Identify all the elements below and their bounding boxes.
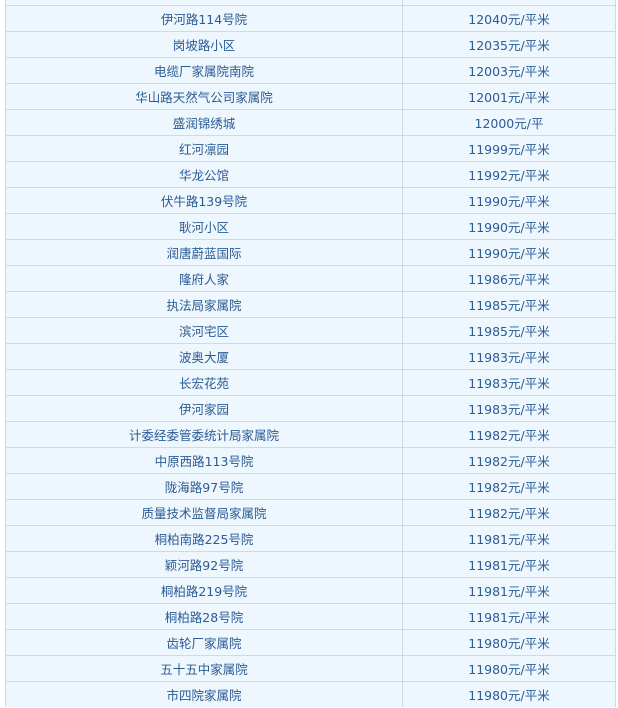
community-name-cell: 滨河宅区 <box>6 318 403 343</box>
community-name-cell: 桐柏路219号院 <box>6 578 403 603</box>
price-cell: 11982元/平米 <box>468 428 550 443</box>
price-table: 伊河路114号院 12040元/平米岗坡路小区 12035元/平米电缆厂家属院南院 1… <box>5 5 616 707</box>
price-cell: 11990元/平米 <box>468 220 550 235</box>
community-name-cell: 桐柏南路225号院 <box>6 526 403 551</box>
price-cell: 12035元/平米 <box>468 38 550 53</box>
table-row: 执法局家属院 11985元/平米 <box>6 291 615 317</box>
community-name-cell: 红河凛园 <box>6 136 403 161</box>
table-row: 桐柏路28号院 11981元/平米 <box>6 603 615 629</box>
community-name-cell: 伊河路114号院 <box>6 6 403 31</box>
community-name-cell: 五十五中家属院 <box>6 656 403 681</box>
community-name-cell: 伊河家园 <box>6 396 403 421</box>
table-row: 岗坡路小区 12035元/平米 <box>6 31 615 57</box>
table-row: 电缆厂家属院南院 12003元/平米 <box>6 57 615 83</box>
table-row: 齿轮厂家属院 11980元/平米 <box>6 629 615 655</box>
price-cell: 12003元/平米 <box>468 64 550 79</box>
table-row: 华山路天然气公司家属院 12001元/平米 <box>6 83 615 109</box>
community-name-cell: 耿河小区 <box>6 214 403 239</box>
price-cell: 11990元/平米 <box>468 194 550 209</box>
community-name-cell: 长宏花苑 <box>6 370 403 395</box>
community-name-cell: 执法局家属院 <box>6 292 403 317</box>
table-row: 陇海路97号院 11982元/平米 <box>6 473 615 499</box>
price-cell: 11985元/平米 <box>468 298 550 313</box>
table-row: 颖河路92号院 11981元/平米 <box>6 551 615 577</box>
community-name-cell: 岗坡路小区 <box>6 32 403 57</box>
community-name-cell: 润唐蔚蓝国际 <box>6 240 403 265</box>
community-name-cell: 电缆厂家属院南院 <box>6 58 403 83</box>
price-cell: 11980元/平米 <box>468 636 550 651</box>
community-name-cell: 颖河路92号院 <box>6 552 403 577</box>
community-name-cell: 桐柏路28号院 <box>6 604 403 629</box>
community-name-cell: 计委经委管委统计局家属院 <box>6 422 403 447</box>
price-cell: 11980元/平米 <box>468 688 550 703</box>
community-name-cell: 市四院家属院 <box>6 682 403 707</box>
table-row: 五十五中家属院 11980元/平米 <box>6 655 615 681</box>
price-cell: 11982元/平米 <box>468 454 550 469</box>
price-cell: 11992元/平米 <box>468 168 550 183</box>
community-name-cell: 华龙公馆 <box>6 162 403 187</box>
table-row: 桐柏南路225号院 11981元/平米 <box>6 525 615 551</box>
price-cell: 11985元/平米 <box>468 324 550 339</box>
table-row: 耿河小区 11990元/平米 <box>6 213 615 239</box>
community-name-cell: 中原西路113号院 <box>6 448 403 473</box>
table-row: 伊河路114号院 12040元/平米 <box>6 5 615 31</box>
table-row: 华龙公馆 11992元/平米 <box>6 161 615 187</box>
community-name-cell: 伏牛路139号院 <box>6 188 403 213</box>
table-row: 伏牛路139号院 11990元/平米 <box>6 187 615 213</box>
price-cell: 11981元/平米 <box>468 558 550 573</box>
table-row: 滨河宅区 11985元/平米 <box>6 317 615 343</box>
table-row: 桐柏路219号院 11981元/平米 <box>6 577 615 603</box>
price-cell: 11986元/平米 <box>468 272 550 287</box>
price-cell: 11983元/平米 <box>468 402 550 417</box>
price-cell: 11981元/平米 <box>468 584 550 599</box>
table-row: 伊河家园 11983元/平米 <box>6 395 615 421</box>
table-row: 质量技术监督局家属院 11982元/平米 <box>6 499 615 525</box>
community-name-cell: 盛润锦绣城 <box>6 110 403 135</box>
table-row: 红河凛园 11999元/平米 <box>6 135 615 161</box>
community-name-cell: 隆府人家 <box>6 266 403 291</box>
price-cell: 11982元/平米 <box>468 506 550 521</box>
table-row: 盛润锦绣城 12000元/平 <box>6 109 615 135</box>
price-cell: 11980元/平米 <box>468 662 550 677</box>
price-cell: 12001元/平米 <box>468 90 550 105</box>
table-previous-row-fragment <box>5 0 616 5</box>
table-row: 计委经委管委统计局家属院 11982元/平米 <box>6 421 615 447</box>
price-cell: 11983元/平米 <box>468 350 550 365</box>
community-name-cell: 齿轮厂家属院 <box>6 630 403 655</box>
price-cell: 11982元/平米 <box>468 480 550 495</box>
price-cell: 11981元/平米 <box>468 532 550 547</box>
table-row: 波奥大厦 11983元/平米 <box>6 343 615 369</box>
table-row: 长宏花苑 11983元/平米 <box>6 369 615 395</box>
price-cell: 11983元/平米 <box>468 376 550 391</box>
price-cell: 12040元/平米 <box>468 12 550 27</box>
table-row: 中原西路113号院 11982元/平米 <box>6 447 615 473</box>
community-name-cell: 陇海路97号院 <box>6 474 403 499</box>
community-name-cell: 波奥大厦 <box>6 344 403 369</box>
table-row: 润唐蔚蓝国际 11990元/平米 <box>6 239 615 265</box>
price-cell: 11990元/平米 <box>468 246 550 261</box>
price-cell: 11999元/平米 <box>468 142 550 157</box>
community-name-cell: 质量技术监督局家属院 <box>6 500 403 525</box>
price-cell: 12000元/平 <box>474 116 544 131</box>
table-row: 隆府人家 11986元/平米 <box>6 265 615 291</box>
community-name-cell: 华山路天然气公司家属院 <box>6 84 403 109</box>
price-cell: 11981元/平米 <box>468 610 550 625</box>
table-row: 市四院家属院 11980元/平米 <box>6 681 615 707</box>
